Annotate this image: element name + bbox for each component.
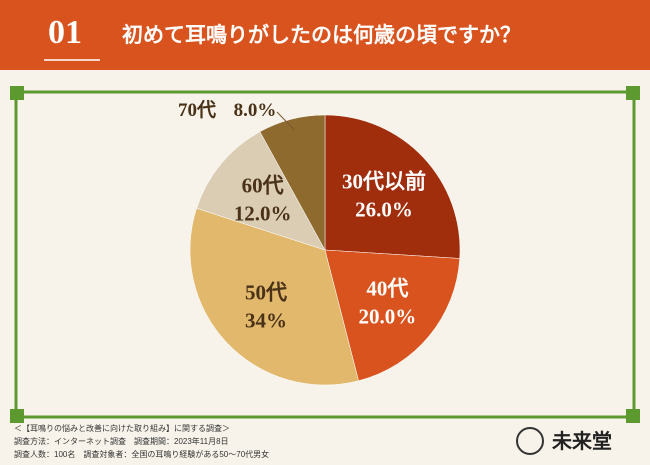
note: 調査方法：インターネット調査 調査期間：2023年11月8日 (14, 436, 229, 446)
pie-slice (196, 131, 326, 251)
corner (10, 86, 24, 100)
corner (626, 86, 640, 100)
chart-title: 初めて耳鳴りがしたのは何歳の頃ですか？ (122, 23, 521, 47)
header-band (0, 0, 650, 70)
leader-line (276, 111, 295, 131)
category-label: 70代 (178, 99, 216, 121)
value-label: 26.0% (355, 198, 413, 222)
category-label: 60代 (242, 173, 284, 197)
note: ＜【耳鳴りの悩みと改善に向けた取り組み】に関する調査＞ (14, 423, 230, 433)
corner (10, 409, 24, 423)
brand-logo (516, 427, 544, 455)
value-label: 34% (245, 308, 287, 332)
pie-slice (324, 114, 461, 259)
frame (14, 90, 636, 419)
category-label: 40代 (366, 277, 408, 301)
value-label: 12.0% (234, 201, 292, 225)
value-label: 20.0% (359, 305, 417, 329)
value-label: 8.0% (234, 100, 277, 121)
pie-slice (324, 249, 460, 382)
pie-slice (259, 114, 326, 251)
brand: 未来堂 (552, 429, 612, 453)
note: 調査人数：100名 調査対象者：全国の耳鳴り経験がある50～70代男女 (14, 449, 269, 459)
question-number: 01 (48, 14, 82, 51)
category-label: 30代以前 (342, 170, 426, 194)
pie-slice (189, 207, 359, 386)
corner (626, 409, 640, 423)
category-label: 50代 (245, 280, 287, 304)
